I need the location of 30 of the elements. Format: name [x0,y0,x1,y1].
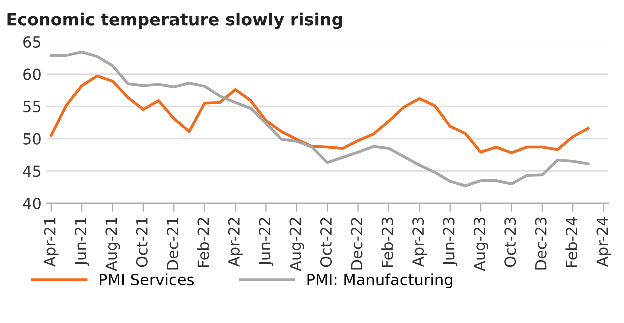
x-tick-label: Apr-24 [596,218,612,267]
line-series [50,50,590,188]
x-tick-label: Apr-23 [412,218,428,267]
x-tick-label: Apr-22 [228,218,243,267]
x-tick-label: Feb-23 [382,218,394,268]
x-tick-label: Dec-23 [535,218,547,270]
y-tick-label: 60 [24,68,41,80]
x-tick-label: Jun-22 [259,218,274,266]
legend-label: PMI Services [100,274,194,286]
chart-title: Economic temperature slowly rising [8,12,342,30]
x-tick-label: Oct-22 [320,218,332,268]
x-tick-label: Aug-23 [474,218,488,272]
x-tick-label: Feb-24 [566,218,578,268]
legend-label: PMI: Manufacturing [308,274,452,289]
y-tick-label: 50 [24,133,41,145]
x-tick-label: Aug-21 [106,218,120,272]
x-tick-label: Dec-22 [351,218,363,270]
y-tick-label: 55 [24,101,41,113]
y-tick-label: 40 [23,198,41,210]
x-tick-label: Aug-22 [290,218,304,272]
x-tick-label: Jun-23 [443,218,458,266]
x-tick-label: Feb-22 [197,218,210,268]
x-tick-label: Oct-23 [504,218,516,268]
x-tick-label: Apr-21 [44,218,59,267]
line-series [50,74,590,154]
x-tick-label: Oct-21 [136,218,148,268]
y-tick-label: 45 [23,166,41,178]
x-tick-label: Dec-21 [167,218,179,270]
y-tick-label: 65 [24,36,41,48]
x-tick-label: Jun-21 [74,218,90,266]
